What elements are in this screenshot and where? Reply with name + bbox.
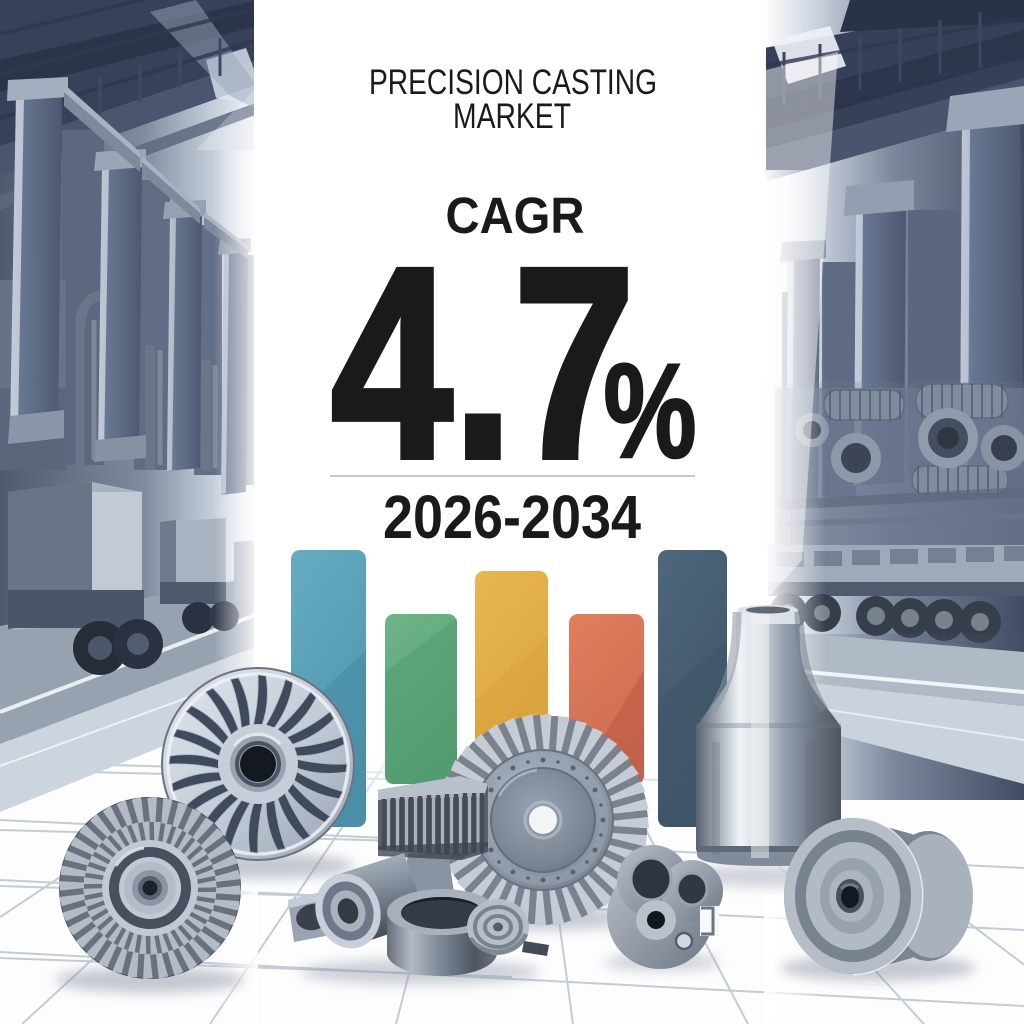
svg-text:2026-2034: 2026-2034	[383, 483, 641, 551]
svg-text:CAGR: CAGR	[446, 187, 585, 244]
svg-text:4.7: 4.7	[331, 211, 635, 515]
svg-text:MARKET: MARKET	[453, 97, 571, 136]
svg-text:%: %	[604, 337, 697, 486]
svg-text:PRECISION CASTING: PRECISION CASTING	[369, 63, 657, 102]
